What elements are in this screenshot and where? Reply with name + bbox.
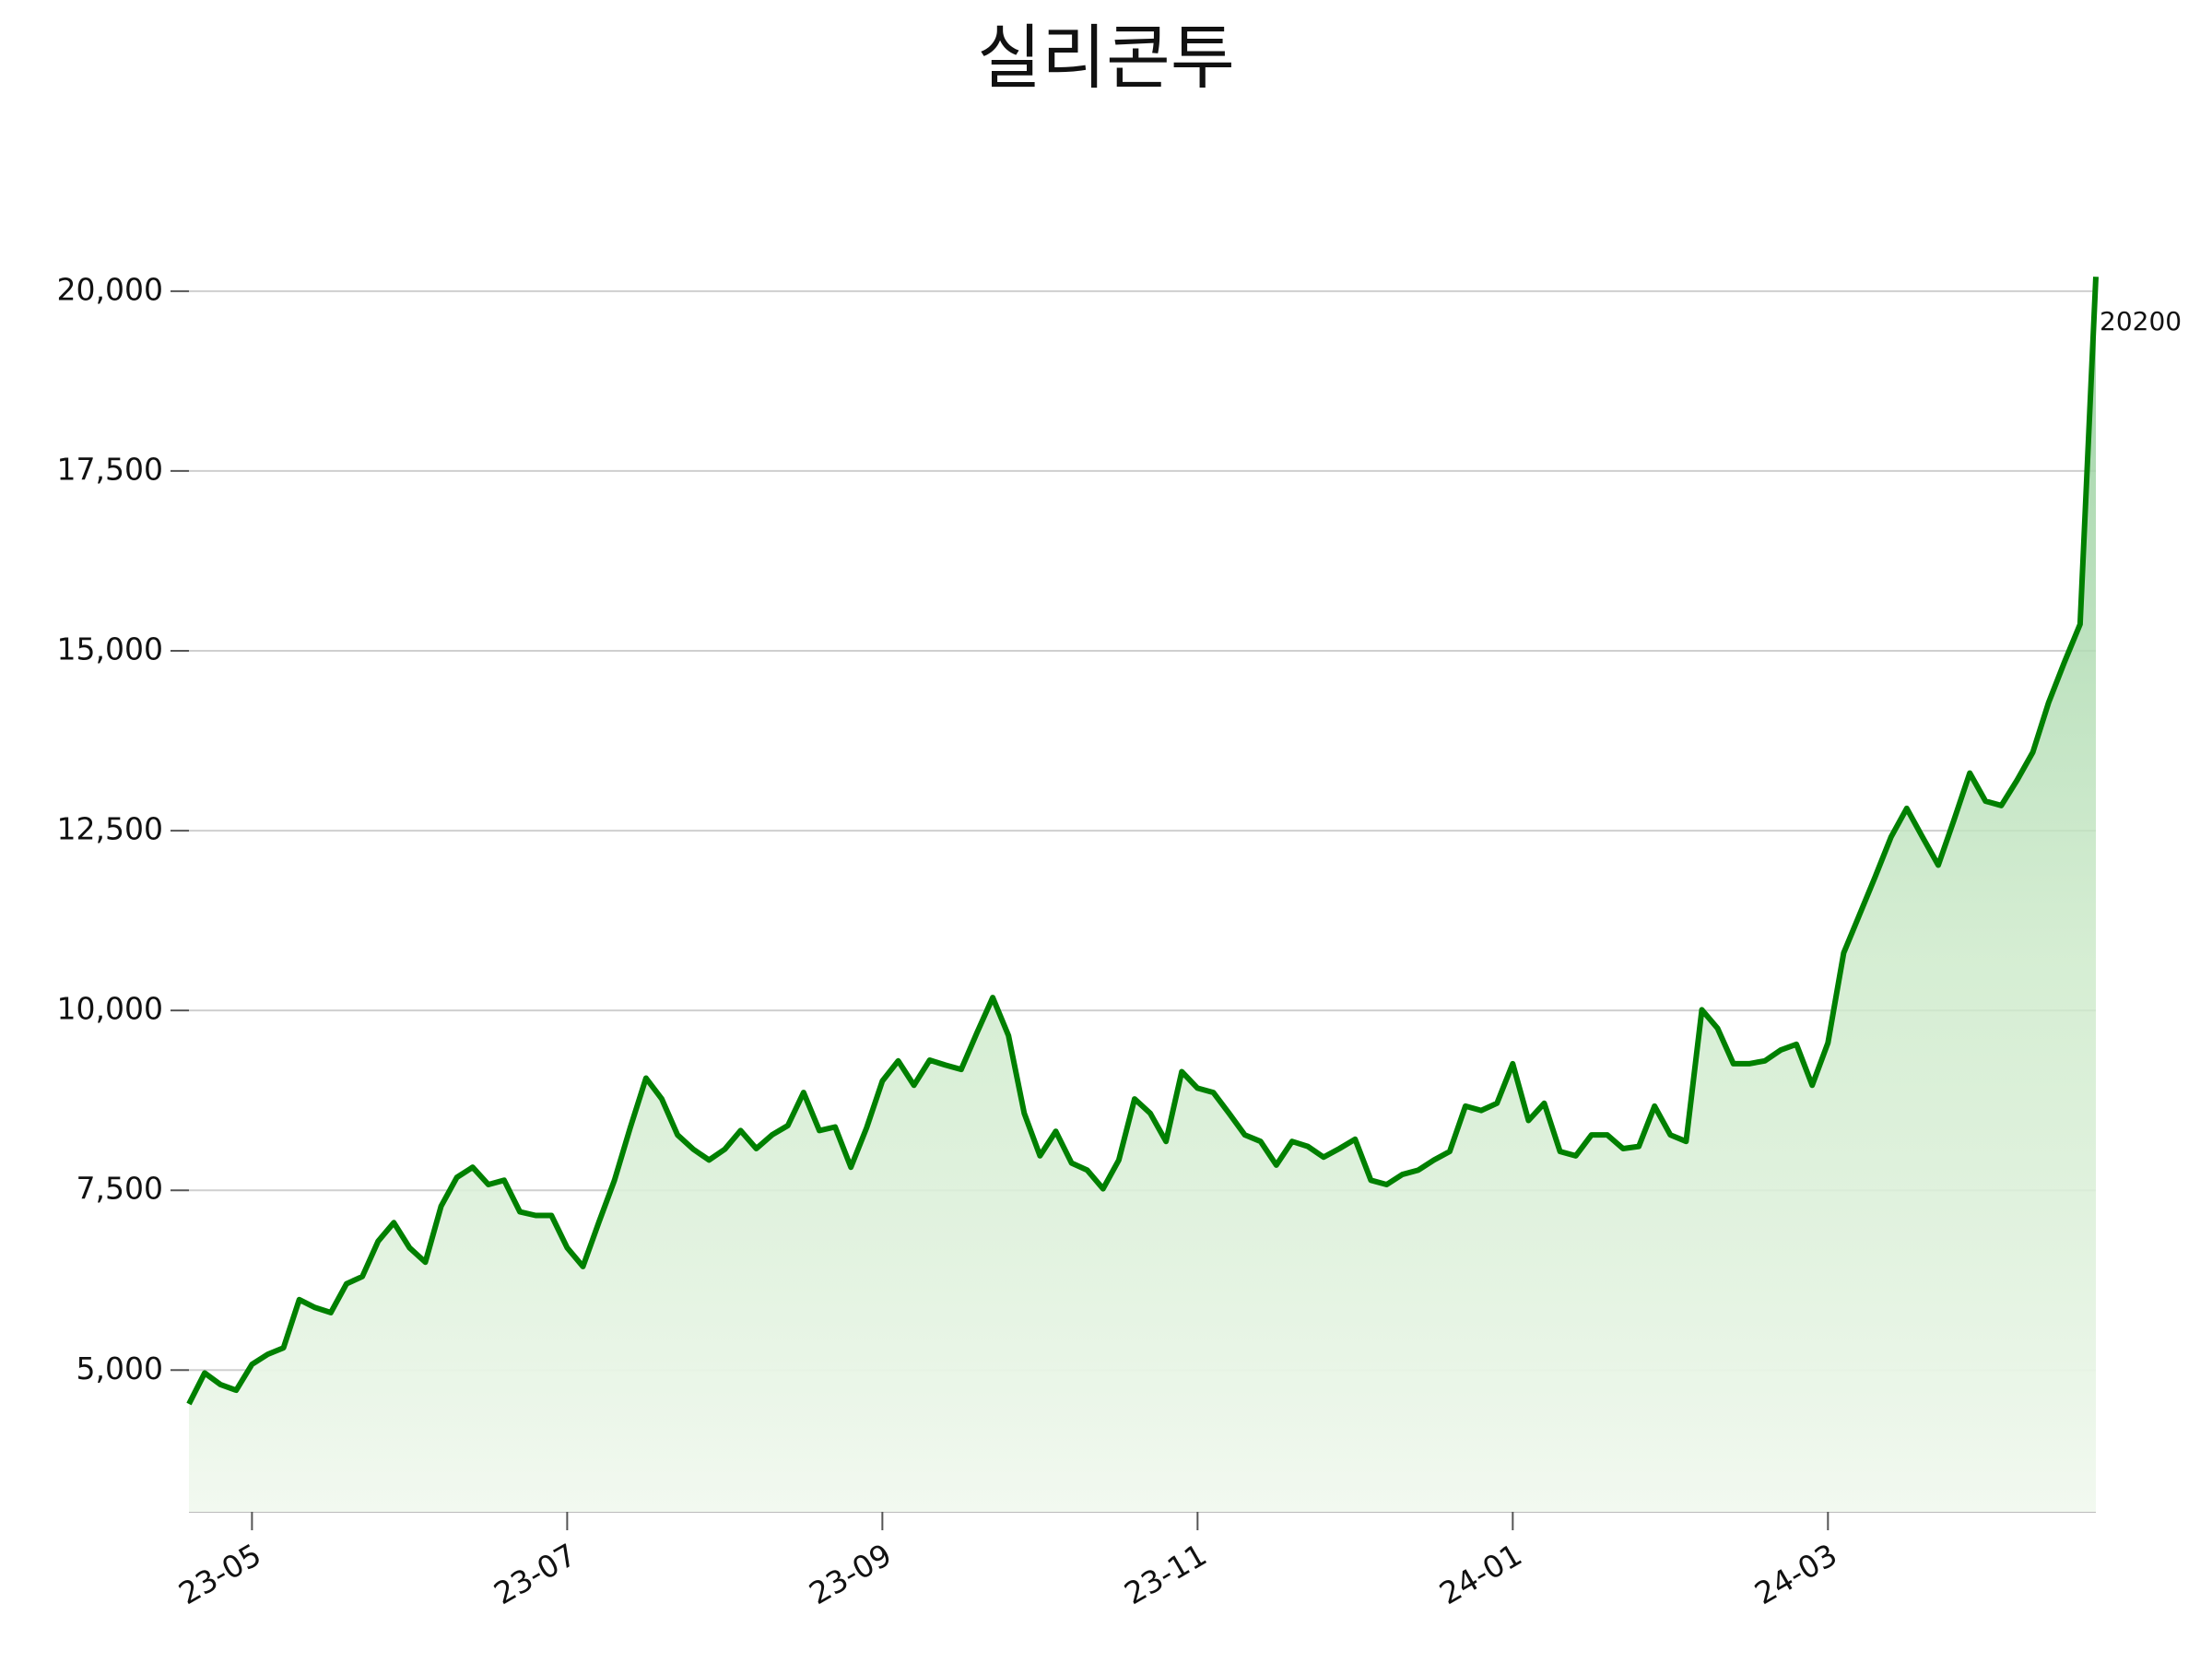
y-tick-label: 15,000 bbox=[57, 631, 163, 666]
x-tick-label: 23-11 bbox=[1118, 1537, 1213, 1612]
y-tick-label: 5,000 bbox=[76, 1350, 163, 1386]
price-line bbox=[186, 277, 2099, 1406]
y-tick-label: 10,000 bbox=[57, 991, 163, 1027]
area-fill bbox=[189, 277, 2096, 1513]
x-tick-label: 24-03 bbox=[1748, 1537, 1843, 1612]
y-tick-label: 7,500 bbox=[76, 1171, 163, 1207]
chart-title: 실리콘투 bbox=[977, 17, 1235, 99]
x-tick-label: 23-05 bbox=[172, 1537, 267, 1612]
x-tick-label: 23-07 bbox=[488, 1537, 582, 1612]
x-tick-label: 24-01 bbox=[1433, 1537, 1528, 1612]
y-tick-label: 12,500 bbox=[57, 811, 163, 847]
y-tick-label: 17,500 bbox=[57, 451, 163, 487]
value-label: 20200 bbox=[2100, 306, 2182, 336]
x-tick-label: 23-09 bbox=[803, 1537, 898, 1612]
y-tick-label: 20,000 bbox=[57, 271, 163, 307]
